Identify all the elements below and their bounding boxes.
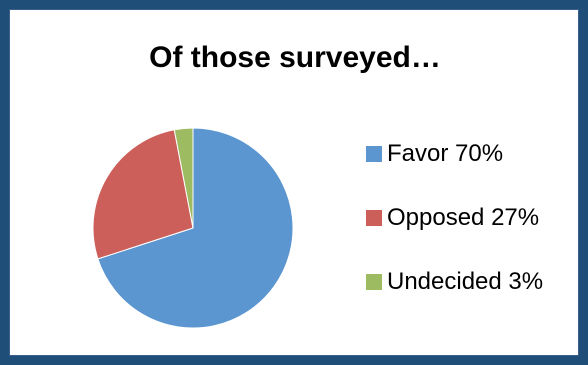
pie-slice-undecided: [173, 127, 194, 229]
legend-item-opposed: Opposed 27%: [366, 204, 539, 232]
legend-item-undecided: Undecided 3%: [366, 268, 543, 296]
legend-label-opposed: Opposed 27%: [387, 204, 540, 231]
pie-slice-favor: [97, 127, 294, 329]
pie-slices: [92, 127, 294, 329]
legend-swatch-opposed: [366, 210, 382, 226]
chart-title: Of those surveyed…: [149, 41, 441, 74]
pie-chart: [92, 127, 294, 329]
legend-label-favor: Favor 70%: [387, 140, 504, 167]
pie-slice-opposed: [92, 129, 194, 260]
legend-label-undecided: Undecided 3%: [387, 268, 544, 295]
legend-item-favor: Favor 70%: [366, 140, 503, 168]
legend-swatch-undecided: [366, 274, 382, 290]
chart-frame: Of those surveyed… Favor 70% Opposed 27%…: [9, 9, 579, 356]
legend-swatch-favor: [366, 146, 382, 162]
